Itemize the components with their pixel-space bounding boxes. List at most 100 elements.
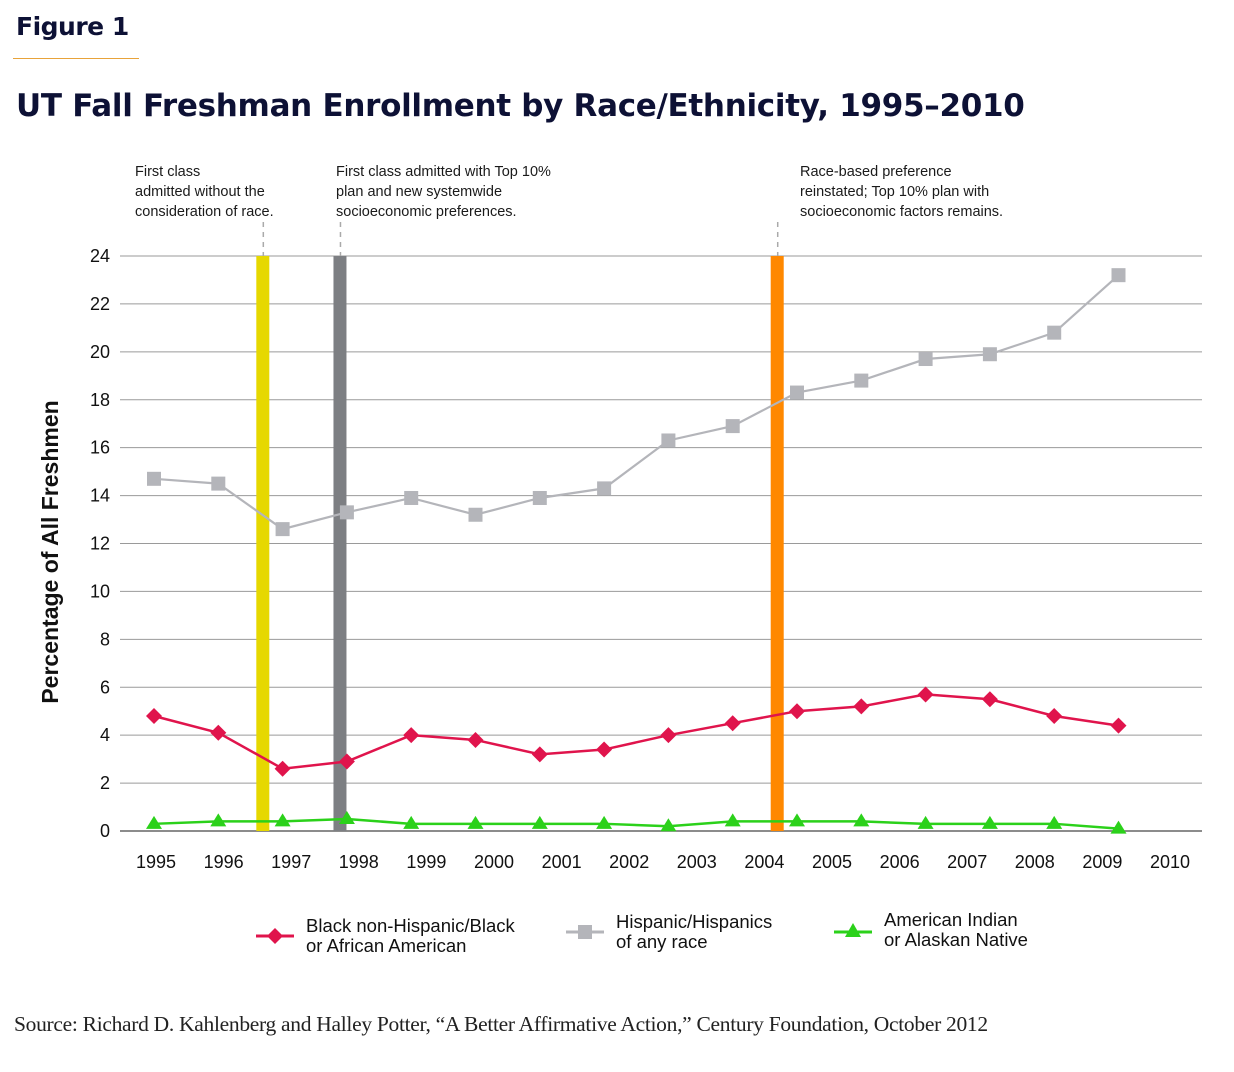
data-point-triangle [660,818,677,832]
data-point-triangle [210,813,227,827]
data-point-diamond [660,727,677,744]
y-tick-label: 6 [100,677,110,697]
annotation-bar [333,256,347,831]
y-tick-label: 4 [100,725,110,745]
data-point-diamond [1046,708,1063,724]
data-point-square [468,507,483,522]
data-point-square [275,522,290,537]
data-point-square [790,385,804,400]
series-line [153,693,1119,770]
y-tick-label: 10 [90,581,110,601]
data-point-square [532,490,547,505]
x-tick-label: 1997 [271,852,311,872]
data-point-square [1111,268,1126,283]
data-point-triangle [531,815,548,829]
data-point-triangle [1110,820,1127,834]
annotation-2005: Race-based preference reinstated; Top 10… [800,164,1004,220]
legend-label-american-indian: American Indian or Alaskan Native [884,909,1028,950]
data-point-triangle [917,815,934,829]
y-tick-label: 12 [90,534,110,554]
data-point-triangle [1046,815,1063,829]
x-tick-label: 2007 [947,852,987,872]
data-point-diamond [403,727,420,744]
y-tick-label: 0 [100,821,110,841]
annotation-bar [256,256,270,831]
data-point-triangle [403,815,420,829]
triangle-marker-icon [834,923,872,937]
data-point-triangle [146,815,162,829]
data-point-triangle [596,815,613,829]
y-tick-label: 18 [90,390,110,410]
data-point-triangle [338,811,355,825]
data-point-triangle [981,815,998,829]
annotation-bar [770,256,784,831]
data-point-diamond [789,703,805,720]
annotation-1998: First class admitted with Top 10% plan a… [336,164,551,220]
diamond-marker-icon [256,928,294,944]
series-line [153,274,1120,531]
legend-item-hispanic: Hispanic/Hispanics of any race [566,912,772,952]
chart-title: UT Fall Freshman Enrollment by Race/Ethn… [16,88,1025,124]
annotation-1997: First class admitted without the conside… [135,164,274,220]
data-point-triangle [274,813,291,827]
data-point-triangle [789,813,805,827]
data-point-triangle [853,813,870,827]
y-tick-label: 20 [90,342,110,362]
y-tick-label: 8 [100,629,110,649]
y-tick-label: 22 [90,294,110,314]
y-tick-label: 14 [90,486,110,506]
data-point-diamond [338,753,355,770]
x-tick-label: 1995 [136,852,176,872]
x-tick-label: 2010 [1150,852,1190,872]
data-point-diamond [853,698,870,715]
data-point-square [211,476,226,491]
data-point-square [597,481,612,496]
data-point-diamond [467,731,484,748]
data-point-diamond [210,724,227,741]
data-point-diamond [531,746,548,763]
data-point-square [404,490,419,505]
data-point-diamond [1110,717,1127,734]
data-point-square [1047,325,1062,340]
x-tick-label: 2006 [880,852,920,872]
data-point-triangle [724,813,741,827]
x-tick-label: 2009 [1082,852,1122,872]
data-point-diamond [596,741,613,758]
data-point-triangle [467,815,484,829]
x-tick-label: 2002 [609,852,649,872]
square-marker-icon [566,925,604,939]
data-point-diamond [981,691,998,708]
data-point-diamond [724,715,741,732]
data-point-square [147,471,161,486]
y-tick-label: 24 [90,246,110,266]
data-point-square [982,347,997,362]
x-tick-label: 1998 [339,852,379,872]
y-tick-label: 2 [100,773,110,793]
data-point-square [725,419,740,434]
legend-item-black: Black non-Hispanic/Black or African Amer… [256,916,515,956]
legend-label-black: Black non-Hispanic/Black or African Amer… [306,915,515,956]
x-tick-label: 2001 [542,852,582,872]
data-point-square [661,433,676,448]
legend-item-american-indian: American Indian or Alaskan Native [834,910,1028,950]
series-line [153,817,1119,830]
x-tick-label: 1999 [406,852,446,872]
x-tick-label: 2000 [474,852,514,872]
y-tick-label: 16 [90,438,110,458]
figure-label-rule [13,58,139,59]
data-point-square [854,373,869,388]
data-point-square [918,352,933,367]
x-tick-label: 2005 [812,852,852,872]
data-point-diamond [274,760,291,777]
figure-label: Figure 1 [16,12,129,41]
y-axis-label: Percentage of All Freshmen [37,400,63,703]
data-point-diamond [917,686,934,703]
x-tick-label: 1996 [204,852,244,872]
x-tick-label: 2004 [744,852,784,872]
legend-label-hispanic: Hispanic/Hispanics of any race [616,911,773,952]
x-tick-label: 2003 [677,852,717,872]
data-point-square [339,505,354,520]
x-tick-label: 2008 [1015,852,1055,872]
source-note: Source: Richard D. Kahlenberg and Halley… [14,1012,988,1036]
